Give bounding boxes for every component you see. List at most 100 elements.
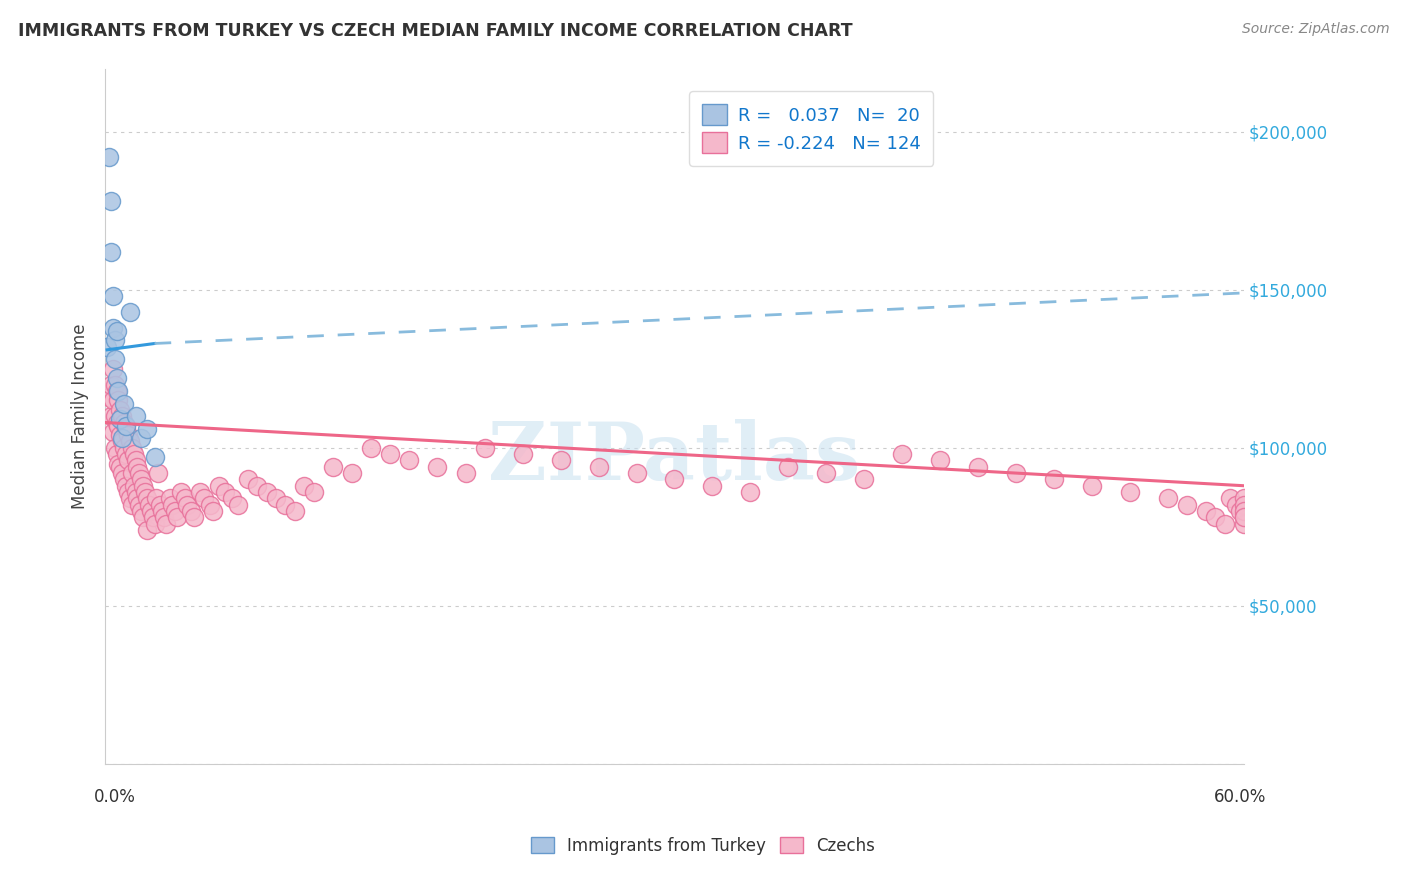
Point [176, 498, 198, 512]
Point [474, 441, 496, 455]
Point [967, 459, 990, 474]
Point [101, 289, 124, 303]
Point [929, 453, 952, 467]
Point [302, 485, 325, 500]
Point [111, 466, 134, 480]
Point [340, 466, 363, 480]
Point [1233, 498, 1256, 512]
Point [143, 450, 166, 465]
Point [174, 491, 197, 506]
Point [588, 459, 610, 474]
Point [236, 472, 259, 486]
Point [117, 428, 139, 442]
Point [115, 479, 138, 493]
Point [165, 504, 187, 518]
Point [550, 453, 572, 467]
Point [1213, 516, 1236, 531]
Point [121, 498, 143, 512]
Point [208, 479, 231, 493]
Point [122, 447, 145, 461]
Point [107, 393, 129, 408]
Text: 60.0%: 60.0% [1215, 789, 1267, 806]
Point [1204, 510, 1226, 524]
Point [180, 504, 202, 518]
Point [160, 498, 183, 512]
Point [322, 459, 344, 474]
Point [107, 384, 129, 398]
Point [226, 498, 249, 512]
Legend: R =   0.037   N=  20, R = -0.224   N= 124: R = 0.037 N= 20, R = -0.224 N= 124 [689, 92, 934, 166]
Point [188, 485, 211, 500]
Point [198, 498, 221, 512]
Point [117, 485, 139, 500]
Point [101, 393, 124, 408]
Point [740, 485, 762, 500]
Point [105, 416, 128, 430]
Point [107, 457, 129, 471]
Point [104, 441, 127, 455]
Point [1219, 491, 1241, 506]
Point [159, 491, 181, 506]
Point [454, 466, 477, 480]
Point [112, 396, 135, 410]
Legend: Immigrants from Turkey, Czechs: Immigrants from Turkey, Czechs [524, 830, 882, 862]
Point [127, 459, 149, 474]
Point [112, 441, 135, 455]
Point [214, 485, 236, 500]
Point [202, 504, 225, 518]
Point [118, 305, 141, 319]
Point [153, 510, 176, 524]
Point [129, 472, 152, 486]
Point [1005, 466, 1028, 480]
Point [107, 418, 129, 433]
Point [274, 498, 297, 512]
Point [110, 402, 132, 417]
Point [129, 504, 152, 518]
Point [136, 422, 159, 436]
Y-axis label: Median Family Income: Median Family Income [72, 324, 89, 509]
Point [110, 459, 132, 474]
Point [121, 466, 143, 480]
Point [294, 479, 316, 493]
Point [100, 377, 122, 392]
Point [98, 390, 121, 404]
Point [150, 504, 173, 518]
Point [1233, 510, 1256, 524]
Point [702, 479, 724, 493]
Point [142, 510, 165, 524]
Point [110, 428, 132, 442]
Point [117, 453, 139, 467]
Point [426, 459, 449, 474]
Point [100, 194, 122, 209]
Point [149, 498, 172, 512]
Point [143, 516, 166, 531]
Text: IMMIGRANTS FROM TURKEY VS CZECH MEDIAN FAMILY INCOME CORRELATION CHART: IMMIGRANTS FROM TURKEY VS CZECH MEDIAN F… [18, 22, 853, 40]
Point [1233, 510, 1256, 524]
Point [183, 510, 205, 524]
Text: Source: ZipAtlas.com: Source: ZipAtlas.com [1241, 22, 1389, 37]
Point [115, 422, 138, 436]
Point [360, 441, 382, 455]
Point [105, 447, 128, 461]
Point [1229, 504, 1251, 518]
Point [112, 416, 135, 430]
Point [264, 491, 287, 506]
Point [111, 409, 134, 424]
Point [111, 431, 134, 445]
Point [221, 491, 243, 506]
Point [111, 434, 134, 449]
Point [101, 361, 124, 376]
Point [100, 244, 122, 259]
Point [1081, 479, 1104, 493]
Point [105, 384, 128, 398]
Point [853, 472, 876, 486]
Point [246, 479, 269, 493]
Point [1233, 516, 1256, 531]
Point [110, 412, 132, 426]
Point [1157, 491, 1180, 506]
Point [132, 510, 155, 524]
Point [104, 377, 127, 392]
Point [1119, 485, 1142, 500]
Point [115, 447, 138, 461]
Point [512, 447, 534, 461]
